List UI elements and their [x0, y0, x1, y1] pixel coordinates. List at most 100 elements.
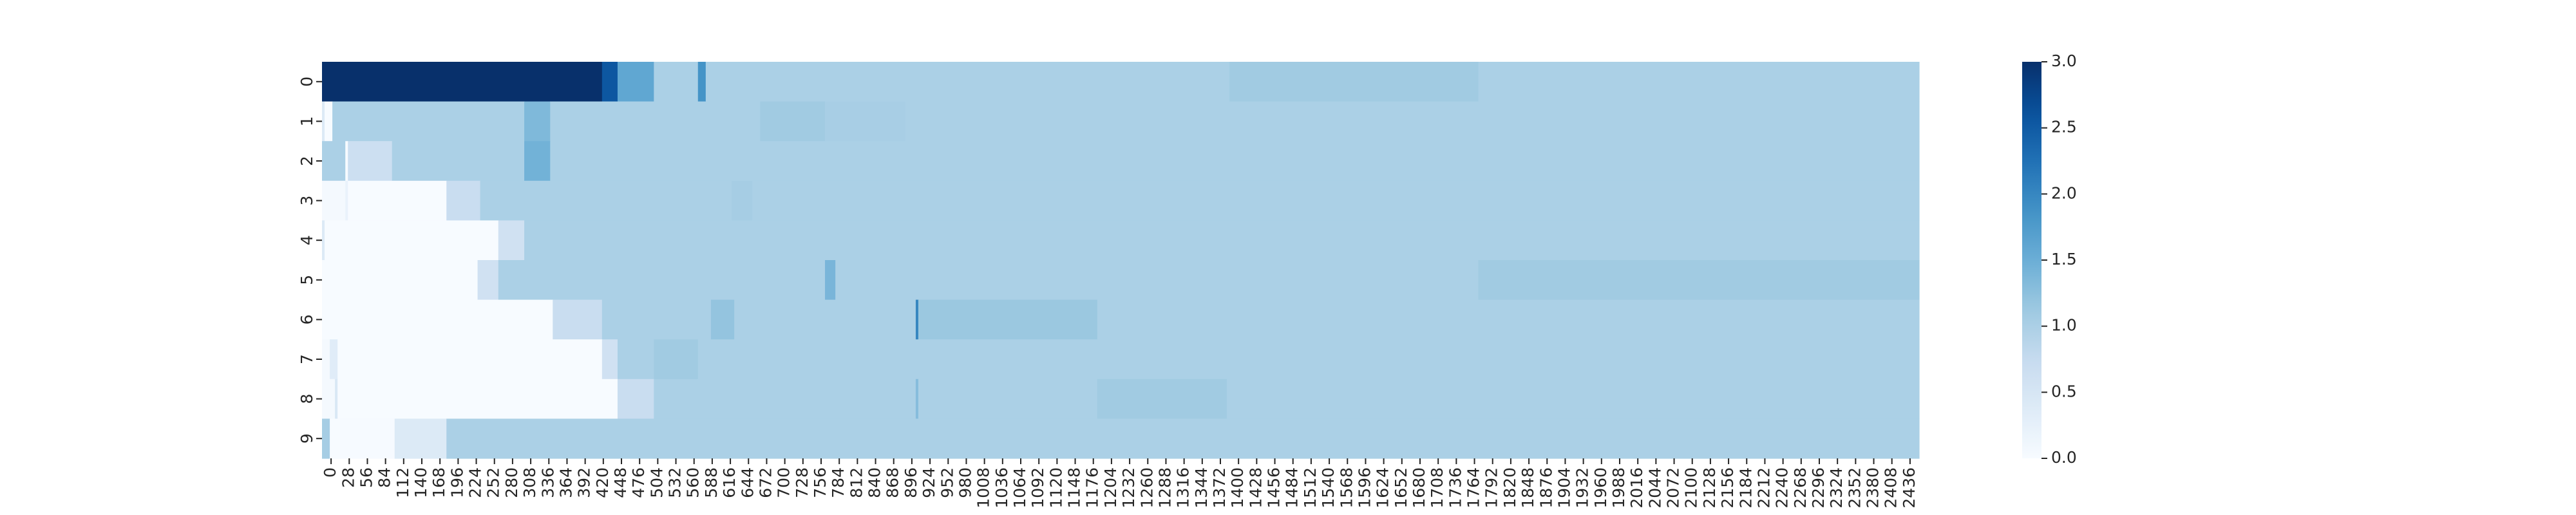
x-tick-label-28: 28	[339, 467, 357, 488]
x-tick-label-1960: 1960	[1591, 467, 1610, 509]
colorbar-tick-label-3.0: 3.0	[2051, 52, 2077, 70]
x-tick-label-1512: 1512	[1301, 467, 1320, 509]
colorbar-tick-label-2.5: 2.5	[2051, 118, 2077, 136]
heatmap-cell-row-4-seg-2	[498, 220, 525, 261]
x-tick-label-224: 224	[466, 467, 485, 498]
x-axis: 0 28 56 84 112 140 168 196 224 252 280 308 336 364 392…	[321, 458, 1918, 509]
x-tick-label-1680: 1680	[1410, 467, 1428, 509]
x-tick-label-2324: 2324	[1827, 467, 1846, 509]
x-tick-label-2352: 2352	[1845, 467, 1864, 509]
x-tick-label-280: 280	[502, 467, 521, 498]
x-tick-label-1792: 1792	[1482, 467, 1501, 509]
heatmap-cell-row-0-seg-6	[1229, 62, 1479, 102]
heatmap-cell-row-5-seg-4	[835, 260, 1479, 301]
x-tick-label-756: 756	[811, 467, 829, 498]
x-tick-label-56: 56	[357, 467, 375, 488]
x-tick-label-1568: 1568	[1337, 467, 1356, 509]
x-tick-label-644: 644	[738, 467, 757, 498]
heatmap-cell-row-9-seg-2	[340, 418, 395, 459]
heatmap-cell-row-6-seg-1	[553, 299, 603, 340]
heatmap-cell-row-7-seg-4	[617, 339, 654, 380]
heatmap-cell-row-5-seg-2	[498, 260, 826, 301]
heatmap-cell-row-2-seg-2	[348, 141, 393, 182]
colorbar-tick-label-1.0: 1.0	[2051, 316, 2077, 335]
heatmap-cell-row-7-seg-2	[337, 339, 603, 380]
heatmap-cell-row-6-seg-7	[1097, 299, 1920, 340]
heatmap-cell-row-3-seg-2	[348, 180, 447, 221]
x-tick-label-812: 812	[847, 467, 866, 498]
x-tick-label-2016: 2016	[1627, 467, 1646, 509]
heatmap-cell-row-0-seg-4	[697, 62, 706, 102]
x-tick-label-1372: 1372	[1210, 467, 1229, 509]
x-tick-label-1092: 1092	[1028, 467, 1047, 509]
heatmap-cell-row-6-seg-0	[322, 299, 553, 340]
x-tick-label-2240: 2240	[1773, 467, 1792, 509]
heatmap-cells	[322, 62, 1920, 459]
x-tick-label-1428: 1428	[1246, 467, 1265, 509]
y-tick-label-5: 5	[298, 275, 316, 285]
x-tick-label-1344: 1344	[1192, 467, 1211, 509]
colorbar-tick-label-0.0: 0.0	[2051, 448, 2077, 467]
x-tick-label-532: 532	[666, 467, 685, 498]
heatmap-cell-row-7-seg-3	[601, 339, 618, 380]
x-tick-label-728: 728	[793, 467, 811, 498]
x-tick-label-2268: 2268	[1791, 467, 1810, 509]
x-tick-label-1484: 1484	[1283, 467, 1302, 509]
heatmap-cell-row-3-seg-0	[322, 180, 346, 221]
heatmap-cell-row-6-seg-4	[734, 299, 916, 340]
y-tick-label-2: 2	[298, 156, 316, 166]
heatmap-cell-row-8-seg-2	[337, 379, 618, 419]
heatmap-cell-row-8-seg-4	[654, 379, 916, 419]
x-tick-label-1456: 1456	[1265, 467, 1283, 509]
x-tick-label-2184: 2184	[1736, 467, 1755, 509]
x-tick-label-2072: 2072	[1664, 467, 1683, 509]
heatmap-cell-row-6-seg-6	[918, 299, 1098, 340]
x-tick-label-140: 140	[412, 467, 430, 498]
x-tick-label-2436: 2436	[1900, 467, 1918, 509]
x-tick-label-896: 896	[902, 467, 920, 498]
colorbar-tick-label-0.5: 0.5	[2051, 382, 2077, 400]
heatmap-cell-row-4-seg-0	[322, 220, 325, 261]
colorbar-tick-label-1.5: 1.5	[2051, 250, 2077, 268]
x-tick-label-980: 980	[956, 467, 974, 498]
x-tick-label-2296: 2296	[1809, 467, 1828, 509]
heatmap-cell-row-5-seg-3	[825, 260, 836, 301]
x-tick-label-924: 924	[920, 467, 938, 498]
x-tick-label-84: 84	[375, 467, 394, 488]
heatmap-cell-row-1-seg-3	[524, 101, 551, 142]
x-tick-label-1708: 1708	[1428, 467, 1446, 509]
x-tick-label-504: 504	[647, 467, 666, 498]
x-tick-label-1176: 1176	[1083, 467, 1102, 509]
heatmap-cell-row-5-seg-1	[477, 260, 499, 301]
heatmap-cell-row-0-seg-5	[705, 62, 1230, 102]
heatmap-cell-row-8-seg-6	[918, 379, 1098, 419]
x-tick-label-1008: 1008	[974, 467, 993, 509]
x-tick-label-2044: 2044	[1645, 467, 1664, 509]
heatmap-cell-row-1-seg-4	[550, 101, 761, 142]
x-tick-label-196: 196	[448, 467, 466, 498]
y-tick-label-8: 8	[298, 394, 316, 404]
heatmap-cell-row-8-seg-5	[915, 379, 919, 419]
x-tick-label-2408: 2408	[1882, 467, 1900, 509]
x-tick-label-560: 560	[684, 467, 703, 498]
heatmap-cell-row-1-seg-6	[825, 101, 906, 142]
heatmap-cell-row-0-seg-7	[1478, 62, 1920, 102]
x-tick-label-1624: 1624	[1374, 467, 1392, 509]
heatmap-cell-row-8-seg-1	[335, 379, 338, 419]
x-tick-label-1232: 1232	[1119, 467, 1138, 509]
x-tick-label-2156: 2156	[1718, 467, 1737, 509]
x-tick-label-168: 168	[430, 467, 448, 498]
x-tick-label-420: 420	[593, 467, 612, 498]
x-tick-label-952: 952	[938, 467, 956, 498]
x-tick-label-364: 364	[556, 467, 575, 498]
x-tick-label-1064: 1064	[1010, 467, 1029, 509]
x-tick-label-1260: 1260	[1137, 467, 1156, 509]
heatmap-cell-row-7-seg-6	[697, 339, 1920, 380]
x-tick-label-840: 840	[866, 467, 884, 498]
x-tick-label-336: 336	[538, 467, 557, 498]
heatmap-cell-row-0-seg-0	[322, 62, 603, 102]
x-tick-label-2100: 2100	[1682, 467, 1701, 509]
heatmap-cell-row-0-seg-1	[601, 62, 618, 102]
heatmap-cell-row-9-seg-4	[446, 418, 1920, 459]
